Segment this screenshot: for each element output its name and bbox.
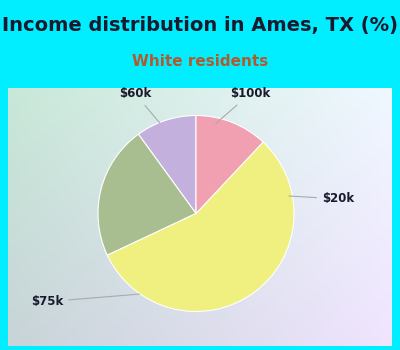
Text: Income distribution in Ames, TX (%): Income distribution in Ames, TX (%) [2, 16, 398, 35]
Wedge shape [196, 116, 263, 214]
Text: White residents: White residents [132, 54, 268, 69]
Text: $60k: $60k [119, 88, 160, 123]
Text: $75k: $75k [31, 294, 139, 308]
Wedge shape [138, 116, 196, 214]
Wedge shape [107, 142, 294, 312]
Text: $20k: $20k [289, 192, 354, 205]
Wedge shape [98, 134, 196, 255]
Text: $100k: $100k [216, 88, 270, 124]
